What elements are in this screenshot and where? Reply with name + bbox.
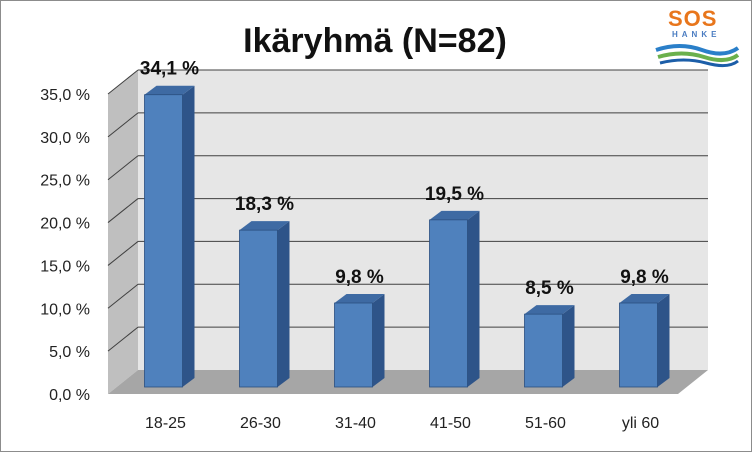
floor	[108, 370, 708, 394]
gridline-side	[107, 241, 139, 266]
data-label: 18,3 %	[235, 194, 294, 215]
data-label: 19,5 %	[425, 184, 484, 205]
x-tick-label: 31-40	[335, 415, 376, 432]
y-tick-label: 5,0 %	[49, 344, 90, 361]
logo-subtext: HANKE	[672, 30, 721, 39]
gridline-side	[107, 283, 139, 309]
bar-top	[239, 221, 290, 231]
x-tick-label: 51-60	[525, 415, 566, 432]
bar-top	[144, 85, 195, 95]
bar-top	[334, 294, 385, 303]
bar-side	[182, 85, 195, 387]
bar	[619, 302, 658, 388]
bar-side	[277, 221, 290, 387]
y-tick-label: 30,0 %	[40, 130, 90, 147]
bar-side	[372, 294, 385, 387]
gridline-side	[107, 69, 139, 95]
logo-text: SOS	[668, 6, 718, 31]
bar	[239, 229, 278, 388]
x-tick-label: 41-50	[430, 415, 471, 432]
data-label: 8,5 %	[525, 278, 574, 299]
bar	[144, 94, 183, 388]
chart-title: Ikäryhmä (N=82)	[243, 22, 507, 60]
y-tick-label: 20,0 %	[40, 216, 90, 233]
gridline-side	[107, 326, 139, 352]
bar	[429, 219, 468, 388]
data-label: 9,8 %	[620, 267, 669, 288]
bar-top	[524, 305, 575, 315]
y-tick-label: 25,0 %	[40, 173, 90, 190]
y-tick-label: 15,0 %	[40, 258, 90, 275]
sos-hanke-logo: SOS HANKE	[650, 6, 740, 70]
gridline-side	[107, 112, 139, 138]
y-tick-label: 35,0 %	[40, 87, 90, 104]
left-wall	[108, 70, 138, 394]
gridline-side	[107, 155, 139, 181]
bar-top	[429, 210, 480, 220]
logo-waves-icon	[655, 44, 740, 68]
bar	[334, 302, 373, 388]
bar-top	[619, 294, 670, 303]
bar-side	[657, 294, 670, 387]
data-label: 34,1 %	[140, 59, 199, 80]
y-tick-label: 10,0 %	[40, 301, 90, 318]
bar	[524, 313, 563, 388]
y-tick-label: 0,0 %	[49, 387, 90, 404]
x-tick-label: 18-25	[145, 415, 186, 432]
bar-side	[467, 210, 480, 387]
gridline-side	[107, 198, 139, 223]
data-label: 9,8 %	[335, 267, 384, 288]
x-tick-label: 26-30	[240, 415, 281, 432]
bar-side	[562, 305, 575, 387]
x-tick-label: yli 60	[622, 415, 659, 432]
